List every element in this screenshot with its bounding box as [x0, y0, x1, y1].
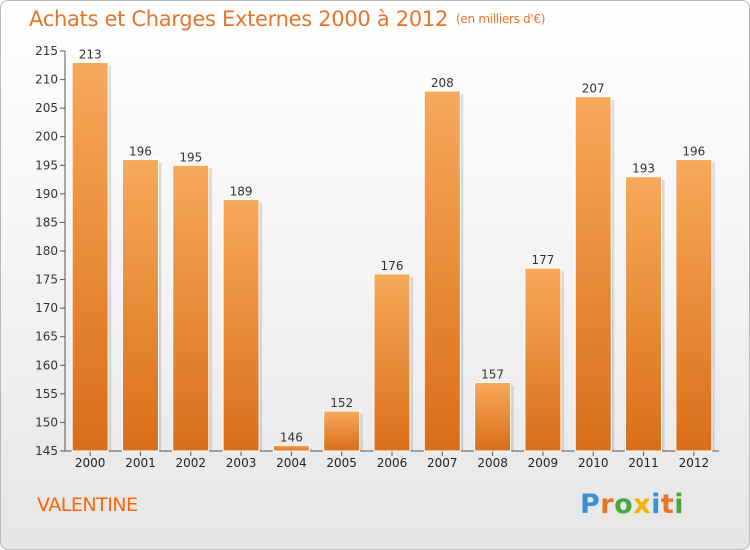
data-label: 208: [431, 76, 454, 90]
data-label: 213: [79, 47, 102, 61]
y-tick-label: 200: [35, 130, 58, 144]
y-tick-label: 175: [35, 273, 58, 287]
data-label: 177: [531, 253, 554, 267]
bar: [121, 159, 159, 452]
x-tick-label: 2009: [528, 456, 559, 470]
logo-letter: i: [674, 489, 685, 520]
x-tick-label: 2010: [578, 456, 609, 470]
bar: [323, 410, 361, 452]
x-tick-label: 2007: [427, 456, 458, 470]
y-tick-label: 165: [35, 330, 58, 344]
bar: [474, 381, 512, 452]
x-tick-label: 2001: [125, 456, 156, 470]
x-tick-label: 2011: [628, 456, 659, 470]
city-name: VALENTINE: [37, 494, 138, 516]
y-tick-label: 160: [35, 358, 58, 372]
logo-letter: o: [614, 489, 634, 520]
chart-title: Achats et Charges Externes 2000 à 2012 (e…: [29, 7, 545, 31]
chart-title-text: Achats et Charges Externes 2000 à 2012: [29, 7, 449, 31]
proxiti-logo: Proxiti: [580, 489, 684, 520]
data-label: 157: [481, 367, 504, 381]
bar: [373, 273, 411, 452]
chart-unit: (en milliers d'€): [456, 12, 546, 26]
x-tick-label: 2000: [75, 456, 106, 470]
data-label: 207: [582, 82, 605, 96]
x-tick-label: 2006: [377, 456, 408, 470]
data-label: 196: [682, 145, 705, 159]
logo-letter: P: [580, 489, 601, 520]
data-labels: 213 196 195 189 146 152 176 208 157 177 207 193 196: [79, 47, 706, 444]
data-label: 193: [632, 162, 655, 176]
bar: [574, 96, 612, 452]
x-tick-label: 2005: [326, 456, 357, 470]
data-label: 195: [179, 150, 202, 164]
bar: [524, 267, 562, 452]
bar: [172, 164, 210, 452]
x-tick-label: 2003: [226, 456, 257, 470]
y-tick-label: 180: [35, 244, 58, 258]
bar: [71, 61, 109, 452]
data-label: 176: [381, 259, 404, 273]
y-tick-label: 215: [35, 44, 58, 58]
y-tick-label: 195: [35, 158, 58, 172]
logo-letter: x: [633, 489, 652, 520]
y-tick-label: 155: [35, 387, 58, 401]
data-label: 189: [230, 185, 253, 199]
bar: [423, 90, 461, 452]
bar: [222, 199, 260, 452]
logo-letter: i: [651, 489, 661, 520]
bar: [625, 176, 663, 452]
bars: [71, 61, 715, 452]
x-tick-label: 2002: [175, 456, 206, 470]
logo-letter: r: [600, 489, 615, 520]
bar: [675, 159, 713, 452]
y-tick-label: 210: [35, 73, 58, 87]
x-tick-label: 2008: [477, 456, 508, 470]
x-tick-label: 2004: [276, 456, 307, 470]
data-label: 152: [330, 396, 353, 410]
y-tick-label: 170: [35, 301, 58, 315]
x-tick-label: 2012: [679, 456, 710, 470]
y-tick-label: 205: [35, 101, 58, 115]
logo-letter: t: [660, 489, 675, 520]
y-tick-label: 185: [35, 215, 58, 229]
bar: [272, 444, 310, 452]
axes: 145 150 155 160 165 170 175 180 185 190 195 200 205 2…: [35, 44, 719, 470]
data-label: 196: [129, 145, 152, 159]
y-tick-label: 150: [35, 415, 58, 429]
y-tick-label: 190: [35, 187, 58, 201]
data-label: 146: [280, 430, 303, 444]
y-tick-label: 145: [35, 444, 58, 458]
